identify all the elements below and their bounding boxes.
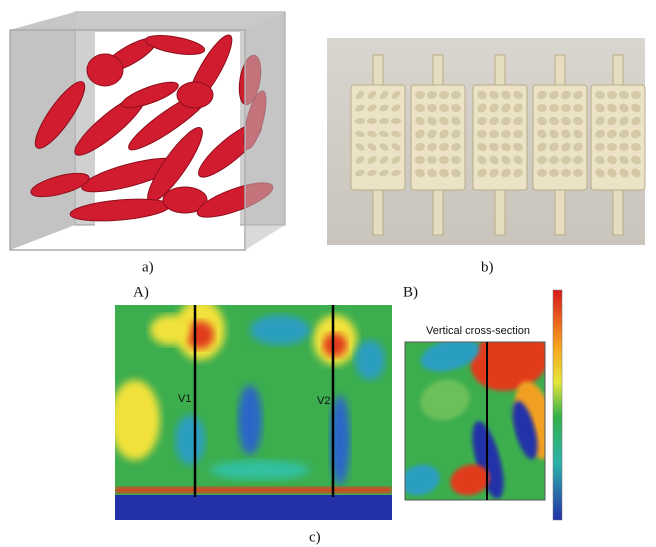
colorbar <box>553 290 562 520</box>
panel-label: A) <box>133 284 149 300</box>
specimen-tab <box>613 185 623 235</box>
figure: a) b) A) V1 V2 B) Vertical cross-section… <box>0 0 656 547</box>
panel-label: b) <box>481 259 494 275</box>
field-band <box>115 495 392 520</box>
specimen-tab <box>373 185 383 235</box>
specimen-tab <box>433 185 443 235</box>
field-blob <box>238 385 262 455</box>
cube-right <box>245 12 285 250</box>
field-blob <box>150 315 190 345</box>
field-blob <box>250 315 310 345</box>
section-title: Vertical cross-section <box>426 325 530 337</box>
fiber <box>177 82 213 108</box>
panel-label: c) <box>309 529 321 545</box>
field-blob <box>323 333 347 357</box>
specimen-tab <box>555 185 565 235</box>
specimen-tab <box>495 185 505 235</box>
field-blob <box>110 380 160 460</box>
panel-label: B) <box>403 284 418 300</box>
field-blob <box>210 460 310 480</box>
page: a) b) A) V1 V2 B) Vertical cross-section… <box>0 0 656 547</box>
fiber <box>87 54 123 86</box>
line-label: V2 <box>317 395 330 407</box>
panel-label: a) <box>142 259 154 275</box>
field-band <box>115 487 392 493</box>
field-blob <box>355 340 385 380</box>
line-label: V1 <box>178 393 191 405</box>
cube-top <box>10 12 285 30</box>
field-blob <box>186 321 214 349</box>
field-blob <box>175 415 205 465</box>
